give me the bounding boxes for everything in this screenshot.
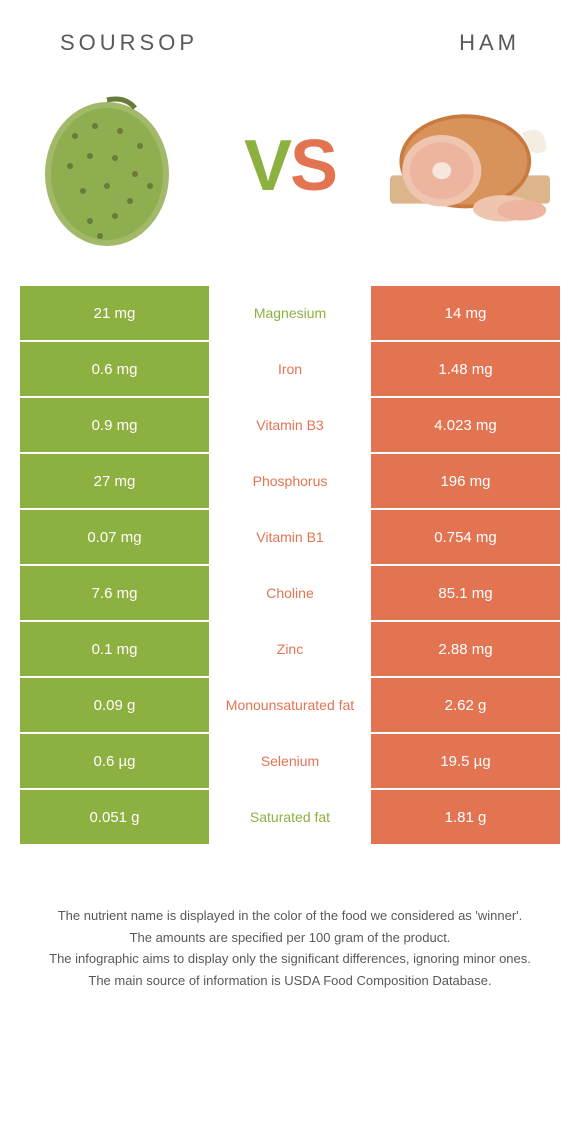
- right-value: 2.88 mg: [371, 622, 560, 676]
- table-row: 0.6 µgSelenium19.5 µg: [20, 734, 560, 790]
- right-value: 14 mg: [371, 286, 560, 340]
- right-value: 2.62 g: [371, 678, 560, 732]
- ham-image: [390, 86, 550, 246]
- left-value: 0.6 mg: [20, 342, 209, 396]
- table-row: 0.051 gSaturated fat1.81 g: [20, 790, 560, 846]
- footnotes: The nutrient name is displayed in the co…: [20, 906, 560, 990]
- left-value: 0.07 mg: [20, 510, 209, 564]
- table-row: 7.6 mgCholine85.1 mg: [20, 566, 560, 622]
- right-value: 1.81 g: [371, 790, 560, 844]
- left-value: 21 mg: [20, 286, 209, 340]
- left-value: 7.6 mg: [20, 566, 209, 620]
- vs-label: VS: [244, 125, 336, 207]
- footnote-line: The amounts are specified per 100 gram o…: [30, 928, 550, 948]
- soursop-image: [30, 86, 190, 246]
- nutrient-name: Choline: [209, 566, 371, 620]
- nutrient-table: 21 mgMagnesium14 mg0.6 mgIron1.48 mg0.9 …: [20, 286, 560, 846]
- left-value: 27 mg: [20, 454, 209, 508]
- left-value: 0.1 mg: [20, 622, 209, 676]
- table-row: 27 mgPhosphorus196 mg: [20, 454, 560, 510]
- nutrient-name: Vitamin B1: [209, 510, 371, 564]
- food-left-label: SOURSOP: [60, 30, 198, 56]
- nutrient-name: Magnesium: [209, 286, 371, 340]
- nutrient-name: Vitamin B3: [209, 398, 371, 452]
- footnote-line: The infographic aims to display only the…: [30, 949, 550, 969]
- right-value: 85.1 mg: [371, 566, 560, 620]
- nutrient-name: Saturated fat: [209, 790, 371, 844]
- table-row: 0.1 mgZinc2.88 mg: [20, 622, 560, 678]
- header: SOURSOP HAM: [20, 30, 560, 56]
- right-value: 0.754 mg: [371, 510, 560, 564]
- nutrient-name: Iron: [209, 342, 371, 396]
- nutrient-name: Monounsaturated fat: [209, 678, 371, 732]
- hero-row: VS: [20, 86, 560, 246]
- table-row: 0.09 gMonounsaturated fat2.62 g: [20, 678, 560, 734]
- nutrient-name: Phosphorus: [209, 454, 371, 508]
- table-row: 0.6 mgIron1.48 mg: [20, 342, 560, 398]
- footnote-line: The nutrient name is displayed in the co…: [30, 906, 550, 926]
- vs-s: S: [290, 126, 336, 206]
- left-value: 0.9 mg: [20, 398, 209, 452]
- left-value: 0.09 g: [20, 678, 209, 732]
- table-row: 0.9 mgVitamin B34.023 mg: [20, 398, 560, 454]
- right-value: 196 mg: [371, 454, 560, 508]
- footnote-line: The main source of information is USDA F…: [30, 971, 550, 991]
- vs-v: V: [244, 126, 290, 206]
- table-row: 0.07 mgVitamin B10.754 mg: [20, 510, 560, 566]
- nutrient-name: Zinc: [209, 622, 371, 676]
- left-value: 0.051 g: [20, 790, 209, 844]
- left-value: 0.6 µg: [20, 734, 209, 788]
- table-row: 21 mgMagnesium14 mg: [20, 286, 560, 342]
- right-value: 4.023 mg: [371, 398, 560, 452]
- food-right-label: HAM: [459, 30, 520, 56]
- right-value: 19.5 µg: [371, 734, 560, 788]
- right-value: 1.48 mg: [371, 342, 560, 396]
- nutrient-name: Selenium: [209, 734, 371, 788]
